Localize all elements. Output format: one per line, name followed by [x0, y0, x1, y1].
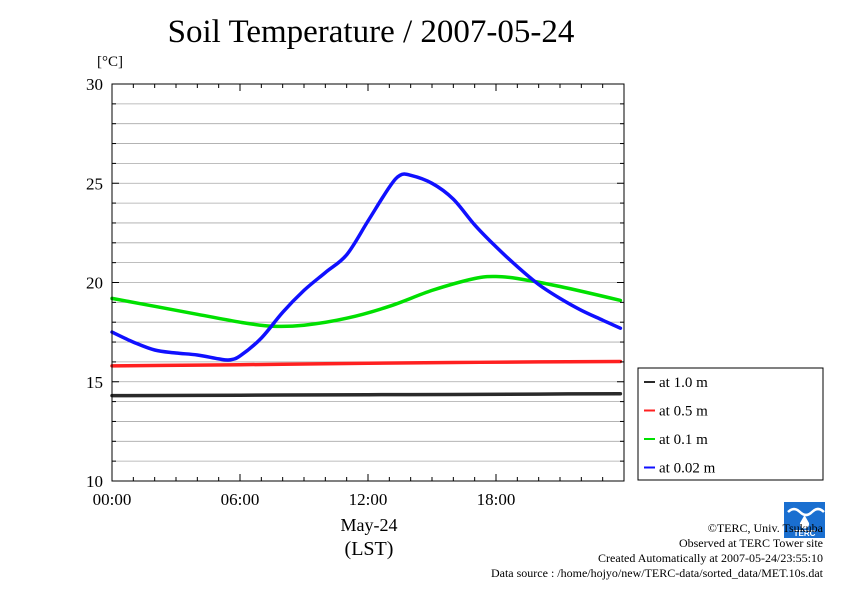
series-group: [110, 172, 623, 398]
credit-source: Data source : /home/hojyo/new/TERC-data/…: [490, 566, 823, 580]
legend-label-4: at 0.02 m: [659, 461, 716, 477]
credit-observed: Observed at TERC Tower site: [678, 536, 823, 550]
x-tick-label: 12:00: [349, 490, 388, 509]
x-tick-label: 06:00: [221, 490, 260, 509]
series-line-2: [110, 359, 623, 368]
x-timezone-label: (LST): [345, 538, 394, 560]
legend-label-2: at 0.5 m: [659, 404, 708, 420]
x-date-label: May-24: [341, 515, 398, 535]
terc-logo: TERC: [784, 502, 825, 538]
x-tick-label: 18:00: [477, 490, 516, 509]
credits: ©TERC, Univ. Tsukuba Observed at TERC To…: [491, 521, 823, 581]
logo-drop: [799, 515, 810, 529]
series-line-3: [110, 274, 623, 329]
y-axis-unit: [°C]: [97, 54, 123, 70]
logo-text: TERC: [794, 529, 816, 538]
legend-box: [637, 367, 824, 481]
series-line-1: [110, 391, 623, 398]
credit-created: Created Automatically at 2007-05-24/23:5…: [598, 551, 823, 565]
credit-copyright: ©TERC, Univ. Tsukuba: [707, 521, 823, 535]
axes: 10 15 20 25 30 00:00 06:00 12:00 18:00: [86, 75, 625, 509]
chart-title: Soil Temperature / 2007-05-24: [167, 14, 575, 50]
legend: at 1.0 m at 0.5 m at 0.1 m at 0.02 m: [637, 367, 824, 481]
legend-label-3: at 0.1 m: [659, 432, 708, 448]
y-tick-label: 25: [86, 174, 103, 193]
y-tick-label: 10: [86, 472, 103, 491]
legend-label-1: at 1.0 m: [659, 375, 708, 391]
x-tick-label: 00:00: [93, 490, 132, 509]
series-line-4: [110, 172, 623, 362]
logo-wave: [787, 507, 825, 517]
y-tick-label: 20: [86, 274, 103, 293]
y-tick-label: 15: [86, 373, 103, 392]
y-tick-label: 30: [86, 75, 103, 94]
